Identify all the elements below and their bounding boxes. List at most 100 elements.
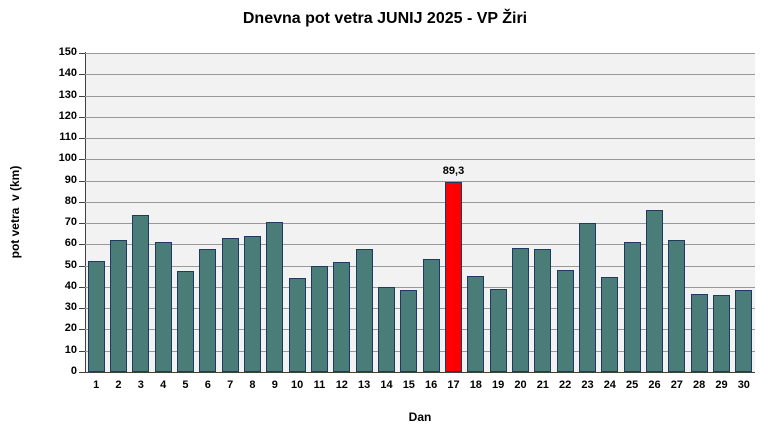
gridline-150 (85, 53, 755, 54)
bar-day-9 (266, 222, 284, 372)
x-tick-label-19: 19 (492, 379, 505, 391)
bar-day-21 (534, 248, 552, 372)
bar-day-22 (556, 269, 574, 372)
bar-day-18 (467, 276, 485, 372)
x-tick-label-20: 20 (514, 379, 527, 391)
y-tick-mark (79, 350, 85, 352)
bar-day-26 (646, 210, 663, 372)
bar-day-16 (422, 259, 440, 372)
bar-day-6 (199, 248, 217, 372)
y-tick-label: 60 (64, 237, 77, 250)
y-tick-label: 50 (64, 258, 77, 271)
y-axis-line (85, 52, 86, 373)
y-axis-title: pot vetra v (km) (8, 165, 22, 259)
bar-day-25 (623, 242, 641, 372)
x-tick-label-7: 7 (227, 379, 234, 391)
y-tick-label: 80 (64, 194, 77, 207)
gridline-90 (85, 180, 755, 182)
y-tick-label: 140 (58, 67, 77, 80)
gridline-30 (85, 308, 755, 310)
y-tick-label: 110 (59, 131, 77, 144)
x-axis-line (85, 372, 755, 373)
x-tick-label-15: 15 (402, 379, 415, 391)
y-tick-mark (79, 138, 85, 140)
x-tick-label-6: 6 (204, 379, 211, 391)
x-tick-label-18: 18 (469, 379, 482, 391)
y-tick-mark (79, 308, 85, 310)
y-tick-mark (79, 286, 85, 288)
bar-day-5 (177, 270, 194, 372)
y-tick-mark (79, 329, 85, 331)
gridline-130 (85, 95, 755, 97)
bar-day-14 (378, 286, 395, 372)
plot-area (85, 53, 755, 372)
chart-title: Dnevna pot vetra JUNIJ 2025 - VP Žiri (242, 10, 528, 27)
x-tick-label-5: 5 (182, 379, 189, 391)
y-tick-label: 70 (64, 216, 77, 229)
x-tick-label-30: 30 (737, 379, 750, 391)
gridline-120 (85, 116, 755, 118)
x-tick-label-28: 28 (693, 379, 706, 391)
y-tick-label: 10 (64, 343, 77, 356)
bar-day-3 (132, 214, 150, 372)
highlight-value-label: 89,3 (442, 165, 465, 178)
x-tick-label-3: 3 (137, 379, 144, 391)
bar-day-8 (244, 235, 261, 372)
gridline-110 (85, 138, 755, 140)
x-tick-label-13: 13 (358, 379, 371, 391)
x-tick-label-10: 10 (291, 379, 304, 391)
y-tick-label: 90 (64, 173, 77, 186)
bar-day-23 (579, 223, 596, 372)
y-tick-mark (79, 74, 85, 76)
x-tick-label-22: 22 (559, 379, 572, 391)
bar-day-17 (445, 182, 462, 372)
y-tick-label: 40 (64, 279, 77, 292)
y-tick-mark (79, 95, 85, 97)
bar-day-10 (288, 278, 306, 372)
y-tick-mark (79, 180, 85, 182)
y-tick-label: 150 (58, 46, 77, 58)
y-tick-label: 120 (58, 109, 77, 122)
y-tick-mark (79, 201, 85, 203)
x-tick-label-21: 21 (536, 379, 549, 391)
x-tick-label-2: 2 (115, 379, 122, 391)
bar-day-27 (668, 240, 686, 372)
gridline-10 (85, 350, 755, 352)
bar-day-15 (400, 290, 418, 372)
x-tick-label-26: 26 (648, 379, 661, 391)
x-tick-label-8: 8 (249, 379, 256, 391)
y-tick-mark (79, 372, 85, 373)
bar-day-1 (87, 261, 105, 372)
y-tick-mark (79, 116, 85, 118)
y-tick-mark (79, 159, 85, 161)
y-tick-label: 20 (64, 322, 77, 335)
x-axis-title: Dan (408, 410, 432, 424)
y-tick-mark (79, 223, 85, 225)
x-tick-label-14: 14 (380, 379, 393, 391)
x-tick-label-17: 17 (447, 379, 460, 391)
y-tick-label: 0 (70, 365, 77, 377)
x-tick-label-11: 11 (313, 379, 326, 391)
x-tick-label-4: 4 (160, 379, 167, 391)
gridline-50 (85, 265, 755, 267)
gridline-70 (85, 223, 755, 225)
bar-day-2 (110, 240, 127, 372)
bar-day-7 (221, 238, 239, 372)
y-tick-label: 30 (64, 301, 77, 314)
y-tick-mark (79, 244, 85, 246)
bar-day-20 (512, 247, 529, 372)
x-tick-label-27: 27 (670, 379, 683, 391)
x-tick-label-25: 25 (626, 379, 639, 391)
x-tick-label-9: 9 (271, 379, 278, 391)
x-tick-label-12: 12 (335, 379, 348, 391)
gridline-100 (85, 159, 755, 161)
y-tick-label: 130 (58, 88, 77, 101)
gridline-40 (85, 286, 755, 288)
y-tick-mark (79, 53, 85, 54)
y-tick-mark (79, 265, 85, 267)
bar-day-4 (154, 242, 172, 372)
bar-day-29 (713, 295, 730, 372)
bar-day-13 (355, 248, 373, 372)
gridline-20 (85, 329, 755, 331)
